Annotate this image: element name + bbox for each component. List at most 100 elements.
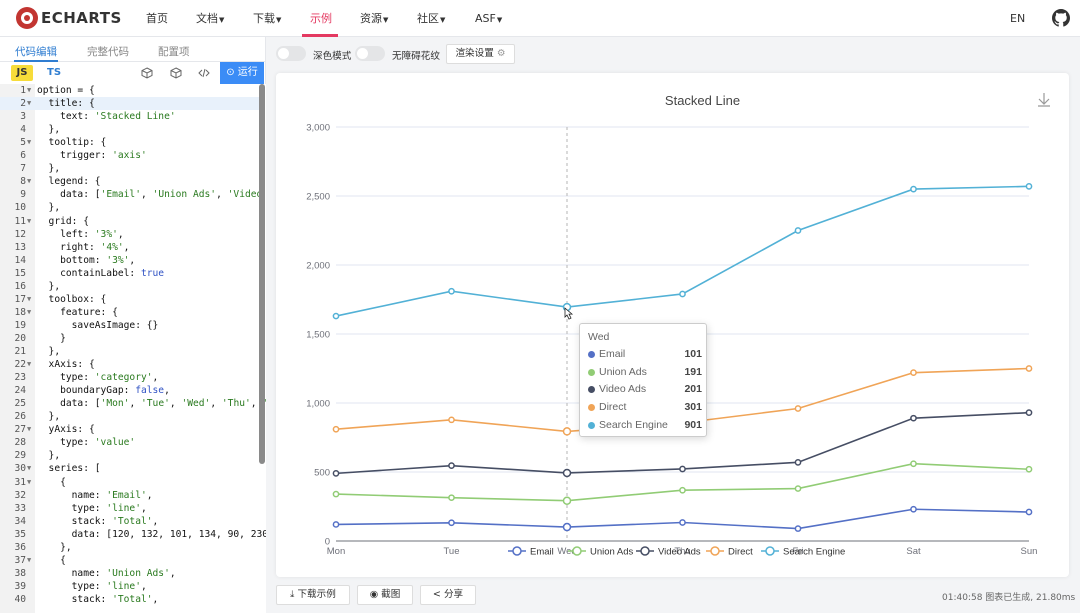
chart-canvas[interactable]: Stacked Line 0 500 1,000 1,500 2,000 2,500 3,00… xyxy=(276,73,1069,577)
fold-toggle-icon[interactable]: ▼ xyxy=(27,360,32,369)
nav-item-6[interactable]: ASF▼ xyxy=(475,0,502,37)
code-line[interactable]: 15 containLabel: true xyxy=(0,267,262,280)
code-editor[interactable]: 1 ▼ option = {2 ▼ title: {3 text: 'Stacked … xyxy=(0,84,266,613)
fold-toggle-icon[interactable]: ▼ xyxy=(27,177,32,186)
line-number: 5 xyxy=(20,137,26,149)
y-tick-label: 3,000 xyxy=(306,123,330,134)
code-line[interactable]: 39 type: 'line', xyxy=(0,580,262,593)
code-line[interactable]: 3 text: 'Stacked Line' xyxy=(0,110,262,123)
code-line[interactable]: 24 boundaryGap: false, xyxy=(0,384,262,397)
code-line[interactable]: 25 data: ['Mon', 'Tue', 'Wed', 'Thu', 'F… xyxy=(0,397,266,410)
code-line[interactable]: 29 }, xyxy=(0,449,262,462)
code-line[interactable]: 8 ▼ legend: { xyxy=(0,175,262,188)
code-line[interactable]: 12 left: '3%', xyxy=(0,228,262,241)
code-line[interactable]: 28 type: 'value' xyxy=(0,436,262,449)
language-switch[interactable]: EN xyxy=(1010,12,1026,25)
nav-item-1[interactable]: 文档▼ xyxy=(196,0,224,37)
code-line[interactable]: 30 ▼ series: [ xyxy=(0,462,262,475)
code-line[interactable]: 40 stack: 'Total', xyxy=(0,593,262,606)
code-line[interactable]: 14 bottom: '3%', xyxy=(0,254,262,267)
nav-item-label: 资源 xyxy=(360,12,382,25)
code-line[interactable]: 36 }, xyxy=(0,541,262,554)
share-button[interactable]: < 分享 xyxy=(420,585,476,605)
download-icon[interactable] xyxy=(1038,93,1050,107)
nav-item-3[interactable]: 示例 xyxy=(310,0,332,37)
code-line[interactable]: 9 data: ['Email', 'Union Ads', 'Video Ad… xyxy=(0,188,262,201)
code-line[interactable]: 2 ▼ title: { xyxy=(0,97,262,111)
code-line[interactable]: 35 data: [120, 132, 101, 134, 90, 230, xyxy=(0,528,266,541)
legend-label[interactable]: Email xyxy=(530,547,554,558)
decal-toggle[interactable] xyxy=(355,46,385,61)
code-text: saveAsImage: {} xyxy=(37,319,159,331)
echarts-logo[interactable]: ECHARTS xyxy=(16,7,122,29)
fold-toggle-icon[interactable]: ▼ xyxy=(27,86,32,94)
tab-code-edit[interactable]: 代码编辑 xyxy=(15,46,57,58)
code-line[interactable]: 21 }, xyxy=(0,345,262,358)
legend-label[interactable]: Direct xyxy=(728,547,753,558)
nav-item-5[interactable]: 社区▼ xyxy=(417,0,445,37)
code-text: { xyxy=(37,554,66,566)
cube-icon[interactable] xyxy=(170,67,182,79)
code-line[interactable]: 31 ▼ { xyxy=(0,476,262,489)
legend-label[interactable]: Video Ads xyxy=(658,547,701,558)
code-format-icon[interactable] xyxy=(198,67,210,79)
code-line[interactable]: 18 ▼ feature: { xyxy=(0,306,262,319)
nav-item-4[interactable]: 资源▼ xyxy=(360,0,388,37)
code-text: xAxis: { xyxy=(37,359,95,371)
fold-toggle-icon[interactable]: ▼ xyxy=(27,464,32,473)
code-line[interactable]: 17 ▼ toolbox: { xyxy=(0,293,262,306)
code-text: type: 'category', xyxy=(37,372,159,384)
run-button[interactable]: ⊙ 运行 xyxy=(220,62,264,84)
js-button[interactable]: JS xyxy=(11,65,33,81)
line-number: 34 xyxy=(14,515,26,527)
fold-toggle-icon[interactable]: ▼ xyxy=(27,99,32,108)
fold-toggle-icon[interactable]: ▼ xyxy=(27,425,32,434)
tab-config[interactable]: 配置项 xyxy=(158,46,190,58)
codesandbox-icon[interactable] xyxy=(141,67,153,79)
line-number: 31 xyxy=(14,476,26,488)
code-line[interactable]: 13 right: '4%', xyxy=(0,241,262,254)
code-line[interactable]: 22 ▼ xAxis: { xyxy=(0,358,262,371)
code-line[interactable]: 23 type: 'category', xyxy=(0,371,262,384)
code-line[interactable]: 27 ▼ yAxis: { xyxy=(0,423,262,436)
code-line[interactable]: 7 }, xyxy=(0,162,262,175)
line-number: 29 xyxy=(14,450,26,462)
code-line[interactable]: 19 saveAsImage: {} xyxy=(0,319,262,332)
dark-mode-toggle[interactable] xyxy=(276,46,306,61)
code-line[interactable]: 37 ▼ { xyxy=(0,554,262,567)
code-line[interactable]: 34 stack: 'Total', xyxy=(0,515,262,528)
fold-toggle-icon[interactable]: ▼ xyxy=(27,555,32,564)
ts-button[interactable]: TS xyxy=(47,67,62,78)
nav-item-0[interactable]: 首页 xyxy=(146,0,168,37)
code-line[interactable]: 20 } xyxy=(0,332,262,345)
data-point xyxy=(794,525,802,532)
fold-toggle-icon[interactable]: ▼ xyxy=(27,294,32,303)
nav-item-2[interactable]: 下载▼ xyxy=(253,0,281,37)
download-example-button[interactable]: ⤓ 下载示例 xyxy=(276,585,350,605)
screenshot-button[interactable]: ◉ 截图 xyxy=(357,585,413,605)
fold-toggle-icon[interactable]: ▼ xyxy=(27,477,32,486)
code-line[interactable]: 6 trigger: 'axis' xyxy=(0,149,262,162)
github-icon[interactable] xyxy=(1052,9,1070,27)
legend-label[interactable]: Search Engine xyxy=(783,547,845,558)
nav-item-label: ASF xyxy=(475,12,496,25)
legend-label[interactable]: Union Ads xyxy=(590,547,634,558)
code-line[interactable]: 1 ▼ option = { xyxy=(0,84,262,97)
code-line[interactable]: 32 name: 'Email', xyxy=(0,489,262,502)
code-line[interactable]: 10 }, xyxy=(0,201,262,214)
code-line[interactable]: 16 }, xyxy=(0,280,262,293)
code-line[interactable]: 4 }, xyxy=(0,123,262,136)
data-point xyxy=(1025,182,1033,190)
fold-toggle-icon[interactable]: ▼ xyxy=(27,216,32,225)
dark-mode-label: 深色模式 xyxy=(313,51,352,62)
code-line[interactable]: 33 type: 'line', xyxy=(0,502,262,515)
code-line[interactable]: 38 name: 'Union Ads', xyxy=(0,567,262,580)
code-line[interactable]: 26 }, xyxy=(0,410,262,423)
code-line[interactable]: 5 ▼ tooltip: { xyxy=(0,136,262,149)
tab-full-code[interactable]: 完整代码 xyxy=(87,46,129,58)
render-settings-button[interactable]: 渲染设置 ⚙ xyxy=(446,44,515,64)
editor-scrollbar[interactable] xyxy=(259,84,265,464)
fold-toggle-icon[interactable]: ▼ xyxy=(27,307,32,316)
fold-toggle-icon[interactable]: ▼ xyxy=(27,138,32,147)
code-line[interactable]: 11 ▼ grid: { xyxy=(0,215,262,228)
